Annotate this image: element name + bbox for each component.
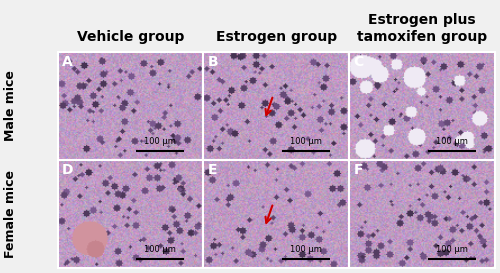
Text: D: D xyxy=(62,163,74,177)
Text: Vehicle group: Vehicle group xyxy=(76,30,184,44)
Text: C: C xyxy=(354,55,364,69)
Text: E: E xyxy=(208,163,217,177)
Text: F: F xyxy=(354,163,363,177)
Text: B: B xyxy=(208,55,218,69)
Text: Female mice: Female mice xyxy=(4,170,18,258)
Text: 100 μm: 100 μm xyxy=(290,245,322,254)
Text: A: A xyxy=(62,55,72,69)
Text: 100 μm: 100 μm xyxy=(436,137,468,146)
Text: 100 μm: 100 μm xyxy=(144,137,176,146)
Text: 100 μm: 100 μm xyxy=(290,137,322,146)
Text: Estrogen group: Estrogen group xyxy=(216,30,337,44)
Text: 100 μm: 100 μm xyxy=(144,245,176,254)
Text: Estrogen plus
tamoxifen group: Estrogen plus tamoxifen group xyxy=(357,13,487,44)
Text: 100 μm: 100 μm xyxy=(436,245,468,254)
Text: Male mice: Male mice xyxy=(4,70,18,141)
